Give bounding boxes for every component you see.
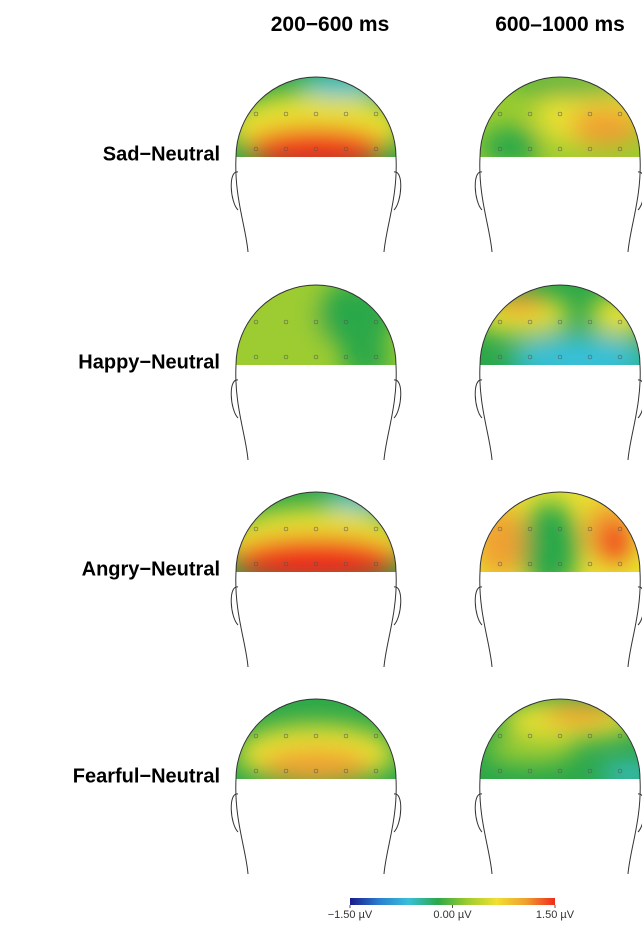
row-label: Happy−Neutral (78, 351, 220, 373)
map-blob (520, 502, 580, 592)
scalp-map (221, 490, 411, 582)
map-blob (600, 522, 630, 562)
map-blob (261, 749, 371, 785)
scalp-map (236, 280, 396, 380)
map-blob (545, 702, 615, 726)
row-label: Fearful−Neutral (73, 765, 220, 787)
map-blob (246, 129, 386, 169)
map-blob (326, 490, 386, 510)
scalp-map (475, 492, 640, 592)
map-blobs (226, 73, 406, 169)
map-blob (495, 291, 545, 315)
map-blob (475, 507, 525, 577)
map-blob (570, 107, 640, 147)
map-blob (316, 280, 396, 350)
scalp-map (480, 75, 642, 167)
colorbar (350, 898, 555, 905)
scalp-map (236, 699, 396, 785)
row-label: Angry−Neutral (82, 558, 220, 580)
map-blobs (475, 502, 635, 592)
scalp-map (470, 285, 642, 385)
map-blob (341, 340, 391, 380)
column-title: 600–1000 ms (495, 13, 625, 36)
map-blob (485, 734, 575, 764)
scalp-map (480, 699, 642, 784)
colorbar-label: 1.50 µV (536, 909, 575, 921)
scalp-map (226, 73, 406, 169)
row-label: Sad−Neutral (103, 143, 220, 165)
column-title: 200−600 ms (271, 13, 390, 36)
colorbar-label: 0.00 µV (433, 909, 472, 921)
colorbar-label: −1.50 µV (328, 909, 373, 921)
figure: 200−600 ms 600–1000 ms Sad−Neutral Happy−… (0, 0, 642, 925)
